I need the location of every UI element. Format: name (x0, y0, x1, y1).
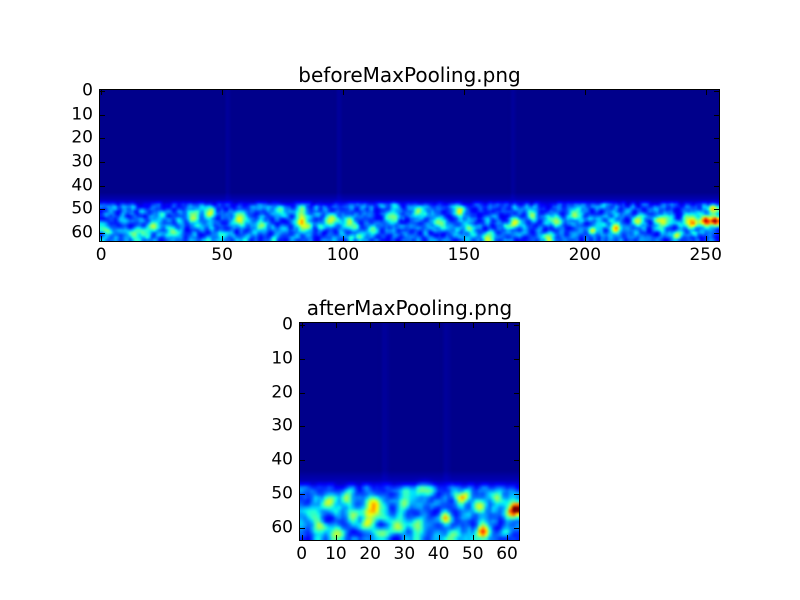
x-tick-mark-bottom (335, 535, 337, 540)
y-tick-mark-right (714, 91, 719, 93)
y-tick-mark-right (714, 161, 719, 163)
x-tick-mark-top (705, 90, 707, 95)
y-tick-label: 40 (271, 449, 293, 470)
x-tick-mark-top (222, 90, 224, 95)
y-tick-mark-right (514, 460, 519, 462)
y-tick-mark-right (514, 426, 519, 428)
x-tick-label: 200 (568, 245, 602, 265)
y-tick-mark-left (300, 426, 305, 428)
y-tick-mark-left (300, 392, 305, 394)
x-tick-label: 50 (211, 245, 233, 265)
y-tick-mark-left (300, 358, 305, 360)
x-tick-mark-bottom (438, 535, 440, 540)
x-tick-mark-bottom (222, 236, 224, 241)
x-tick-mark-bottom (101, 236, 103, 241)
x-tick-label: 250 (689, 245, 722, 265)
y-tick-mark-left (100, 114, 105, 116)
x-tick-mark-top (370, 323, 372, 328)
x-tick-label: 0 (95, 245, 107, 265)
y-tick-mark-left (100, 185, 105, 187)
y-tick-label: 40 (71, 175, 93, 196)
heatmap-after-maxpooling (300, 323, 519, 540)
x-tick-label: 10 (325, 544, 347, 564)
y-tick-mark-right (714, 114, 719, 116)
x-tick-mark-top (404, 323, 406, 328)
y-tick-mark-right (714, 209, 719, 211)
y-tick-label: 0 (282, 314, 293, 335)
axes-after-maxpooling: afterMaxPooling.png 0 10 20 30 40 50 60 0 10 20 30… (271, 297, 520, 563)
y-tick-mark-left (300, 324, 305, 326)
x-tick-label: 50 (461, 544, 484, 564)
x-tick-label: 60 (496, 544, 518, 564)
y-tick-mark-right (514, 324, 519, 326)
x-tick-mark-top (335, 323, 337, 328)
y-tick-mark-right (514, 358, 519, 360)
x-tick-mark-bottom (705, 236, 707, 241)
x-tick-mark-top (343, 90, 344, 95)
y-tick-mark-left (300, 494, 305, 496)
y-tick-label: 50 (271, 483, 293, 504)
y-tick-mark-left (100, 209, 105, 211)
y-tick-label: 60 (71, 222, 93, 243)
x-tick-mark-bottom (507, 535, 509, 540)
y-tick-mark-right (514, 528, 519, 530)
y-tick-label: 30 (71, 151, 93, 172)
x-tick-label: 40 (427, 544, 450, 564)
x-tick-mark-bottom (463, 236, 465, 241)
x-tick-mark-bottom (301, 535, 303, 540)
y-tick-mark-right (714, 138, 719, 140)
heatmap-before-maxpooling (100, 90, 719, 241)
x-tick-mark-bottom (584, 236, 586, 241)
y-tick-mark-left (100, 91, 105, 93)
y-tick-label: 50 (71, 198, 93, 219)
x-tick-label: 20 (359, 544, 381, 564)
x-tick-label: 30 (393, 544, 416, 564)
y-tick-mark-right (714, 232, 719, 234)
y-tick-mark-right (514, 392, 519, 394)
x-tick-mark-bottom (404, 535, 406, 540)
x-tick-label: 0 (296, 544, 308, 564)
x-tick-mark-top (584, 90, 586, 95)
y-tick-label: 10 (271, 348, 293, 369)
y-tick-mark-left (300, 528, 305, 530)
x-tick-mark-bottom (343, 236, 344, 241)
plot-title-before: beforeMaxPooling.png (298, 63, 521, 87)
x-tick-mark-top (463, 90, 465, 95)
x-tick-mark-bottom (472, 535, 474, 540)
x-tick-mark-top (438, 323, 440, 328)
x-tick-mark-top (472, 323, 474, 328)
y-tick-label: 30 (271, 415, 293, 436)
y-tick-mark-left (100, 161, 105, 163)
y-tick-mark-right (714, 185, 719, 187)
y-tick-mark-right (514, 494, 519, 496)
x-tick-label: 150 (447, 245, 481, 265)
y-tick-label: 60 (271, 517, 293, 538)
x-tick-label: 100 (326, 245, 360, 265)
x-tick-mark-top (101, 90, 103, 95)
axes-before-maxpooling: beforeMaxPooling.png 0 50 100 150 200 250 0 10 2… (71, 64, 722, 264)
y-tick-label: 20 (71, 127, 93, 148)
x-tick-mark-bottom (370, 535, 372, 540)
y-tick-label: 20 (271, 382, 293, 402)
plot-title-after: afterMaxPooling.png (306, 296, 513, 320)
x-tick-mark-top (507, 323, 509, 328)
y-tick-mark-left (300, 460, 305, 462)
y-tick-mark-left (100, 138, 105, 140)
y-tick-mark-left (100, 232, 105, 234)
y-tick-label: 10 (71, 104, 93, 125)
y-tick-label: 0 (82, 80, 93, 101)
